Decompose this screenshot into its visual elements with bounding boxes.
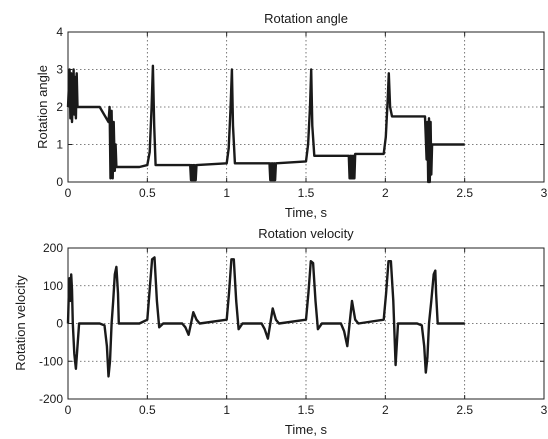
x-tick-label: 0 [65, 403, 72, 417]
y-tick-label: 4 [56, 25, 63, 39]
y-axis-label: Rotation angle [35, 65, 50, 149]
y-tick-label: 2 [56, 100, 63, 114]
y-tick-label: -100 [39, 354, 63, 368]
chart-title: Rotation velocity [258, 226, 354, 241]
x-tick-label: 2 [382, 403, 389, 417]
x-tick-label: 0.5 [139, 403, 156, 417]
x-tick-label: 2.5 [456, 403, 473, 417]
ticks: 0 0.5 1 1.5 2 2.5 3 0 1 2 3 4 [56, 25, 547, 200]
y-tick-label: 1 [56, 138, 63, 152]
y-axis-label: Rotation velocity [13, 275, 28, 371]
x-tick-label: 1.5 [298, 403, 315, 417]
x-tick-label: 3 [541, 403, 548, 417]
x-tick-label: 1 [223, 403, 230, 417]
x-tick-label: 1.5 [298, 186, 315, 200]
x-tick-label: 0.5 [139, 186, 156, 200]
rotation-velocity-line [66, 256, 465, 378]
y-tick-label: 100 [43, 279, 63, 293]
chart-title: Rotation angle [264, 11, 348, 26]
x-tick-label: 2 [382, 186, 389, 200]
x-tick-label: 1 [223, 186, 230, 200]
x-tick-label: 0 [65, 186, 72, 200]
x-axis-label: Time, s [285, 422, 328, 437]
y-tick-label: 200 [43, 241, 63, 255]
y-tick-label: -200 [39, 392, 63, 406]
rotation-angle-chart: Rotation angle 0 0.5 1 1.5 2 2.5 3 0 1 2 3 4 Time, … [35, 11, 548, 220]
x-tick-label: 2.5 [456, 186, 473, 200]
y-tick-label: 0 [56, 317, 63, 331]
x-axis-label: Time, s [285, 205, 328, 220]
y-tick-label: 3 [56, 63, 63, 77]
ticks: 0 0.5 1 1.5 2 2.5 3 -200 -100 0 100 200 [39, 241, 548, 417]
x-tick-label: 3 [541, 186, 548, 200]
rotation-angle-line [66, 64, 465, 184]
rotation-velocity-chart: Rotation velocity 0 0.5 1 1.5 2 2.5 3-200-1000… [13, 226, 548, 437]
y-tick-label: 0 [56, 175, 63, 189]
